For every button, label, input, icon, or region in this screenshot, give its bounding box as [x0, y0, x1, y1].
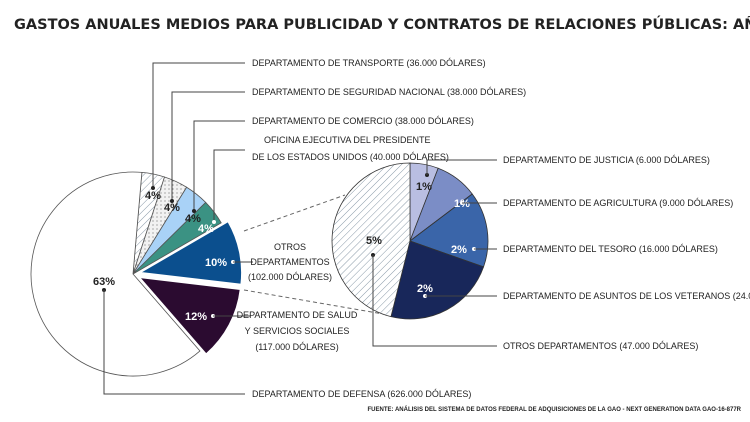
percent-label: 10% [205, 257, 227, 269]
leader-line [426, 159, 497, 175]
label-salud: (117.000 DÓLARES) [255, 342, 338, 352]
leader-line [193, 120, 245, 211]
percent-label: 5% [366, 235, 382, 247]
pie-slice [137, 276, 242, 356]
label-otros: OTROS [274, 242, 306, 252]
percent-label: 63% [93, 276, 115, 288]
connector-line [243, 289, 390, 316]
leader-dot [151, 186, 155, 190]
annotations: DEPARTAMENTO DE TRANSPORTE (36.000 DÓLAR… [102, 58, 750, 399]
label-otros-departamentos: OTROS DEPARTAMENTOS (47.000 DÓLARES) [503, 341, 698, 351]
leader-line [213, 149, 245, 222]
percent-label: 4% [198, 223, 214, 235]
label-justicia: DEPARTAMENTO DE JUSTICIA (6.000 DÓLARES) [503, 155, 710, 165]
label-tesoro: DEPARTAMENTO DEL TESORO (16.000 DÓLARES) [503, 244, 718, 254]
percent-label: 12% [185, 311, 207, 323]
percent-label: 4% [164, 202, 180, 214]
connector-line [243, 194, 346, 232]
leader-line [152, 62, 245, 188]
percent-label: 2% [417, 283, 433, 295]
label-oficina-ejecutiva: DE LOS ESTADOS UNIDOS (40.000 DÓLARES) [252, 152, 449, 162]
chart-title: GASTOS ANUALES MEDIOS PARA PUBLICIDAD Y … [14, 15, 750, 33]
detail-pie: 1%1%2%2%5% [331, 162, 489, 320]
leader-line [103, 290, 245, 395]
label-seguridad-nacional: DEPARTAMENTO DE SEGURIDAD NACIONAL (38.0… [252, 87, 526, 97]
label-otros: (102.000 DÓLARES) [248, 272, 332, 282]
leader-dot [192, 209, 196, 213]
label-salud: DEPARTAMENTO DE SALUD [237, 310, 358, 320]
pie-slice [409, 193, 489, 268]
label-defensa: DEPARTAMENTO DE DEFENSA (626.000 DÓLARES… [252, 389, 471, 399]
percent-label: 1% [416, 181, 432, 193]
leader-line [372, 255, 497, 347]
percent-label: 4% [185, 213, 201, 225]
leader-line [171, 91, 245, 201]
percent-label: 4% [145, 190, 161, 202]
label-comercio: DEPARTAMENTO DE COMERCIO (38.000 DÓLARES… [252, 116, 474, 126]
pie-slice [30, 171, 201, 377]
label-otros: DEPARTAMENTOS [250, 257, 329, 267]
label-oficina-ejecutiva: OFICINA EJECUTIVA DEL PRESIDENTE [264, 135, 431, 145]
pie-slice [331, 162, 411, 318]
label-transporte: DEPARTAMENTO DE TRANSPORTE (36.000 DÓLAR… [252, 58, 486, 68]
leader-dot [212, 220, 216, 224]
leader-dot [170, 199, 174, 203]
pie-slice [390, 240, 485, 320]
main-pie: 4%4%4%4%10%12%63% [30, 171, 243, 377]
percent-label: 2% [451, 244, 467, 256]
label-agricultura: DEPARTAMENTO DE AGRICULTURA (9.000 DÓLAR… [503, 198, 733, 208]
label-veteranos: DEPARTAMENTO DE ASUNTOS DE LOS VETERANOS… [503, 291, 750, 301]
pie-slice [137, 220, 243, 286]
label-salud: Y SERVICIOS SOCIALES [245, 326, 350, 336]
source-note: FUENTE: ANÁLISIS DEL SISTEMA DE DATOS FE… [368, 406, 742, 413]
zoom-connectors [243, 194, 390, 316]
